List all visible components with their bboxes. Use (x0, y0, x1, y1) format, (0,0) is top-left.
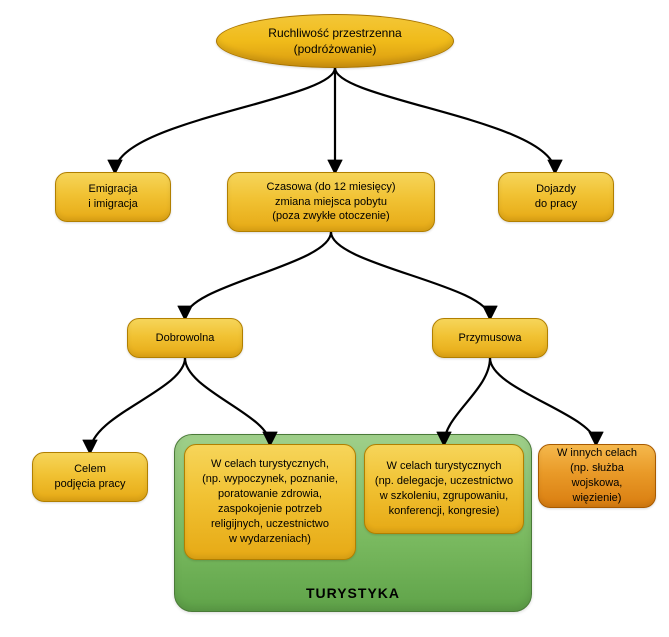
node-czasowa: Czasowa (do 12 miesięcy)zmiana miejsca p… (227, 172, 435, 232)
node-dojazdy: Dojazdydo pracy (498, 172, 614, 222)
edge-przym-tur2 (444, 358, 490, 444)
node-emigracja: Emigracjai imigracja (55, 172, 171, 222)
node-dojazdy-label: Dojazdydo pracy (535, 182, 577, 212)
edge-przym-inne (490, 358, 596, 444)
edge-czas-dobro (185, 232, 331, 318)
node-przymusowa-label: Przymusowa (459, 331, 522, 346)
node-dobrowolna-label: Dobrowolna (156, 331, 215, 346)
node-celem-pracy: Celempodjęcia pracy (32, 452, 148, 502)
edge-root-emig (115, 68, 335, 172)
edge-dobro-tur1 (185, 358, 270, 444)
node-inne-cele: W innych celach(np. służba wojskowa,więz… (538, 444, 656, 508)
node-inne-cele-label: W innych celach(np. służba wojskowa,więz… (547, 446, 647, 505)
node-turystyka-przymusowa-label: W celach turystycznych(np. delegacje, uc… (375, 459, 513, 518)
node-przymusowa: Przymusowa (432, 318, 548, 358)
node-turystyka-dobrowolna-label: W celach turystycznych,(np. wypoczynek, … (202, 457, 338, 546)
node-turystyka-dobrowolna: W celach turystycznych,(np. wypoczynek, … (184, 444, 356, 560)
node-celem-pracy-label: Celempodjęcia pracy (55, 462, 126, 492)
node-root: Ruchliwość przestrzenna(podróżowanie) (216, 14, 454, 68)
node-root-label: Ruchliwość przestrzenna(podróżowanie) (268, 25, 401, 57)
group-label: TURYSTYKA (175, 585, 531, 601)
edge-dobro-celem (90, 358, 185, 452)
node-czasowa-label: Czasowa (do 12 miesięcy)zmiana miejsca p… (267, 180, 396, 225)
edge-czas-przym (331, 232, 490, 318)
node-dobrowolna: Dobrowolna (127, 318, 243, 358)
edge-root-dojazd (335, 68, 555, 172)
node-turystyka-przymusowa: W celach turystycznych(np. delegacje, uc… (364, 444, 524, 534)
node-emigracja-label: Emigracjai imigracja (88, 182, 138, 212)
